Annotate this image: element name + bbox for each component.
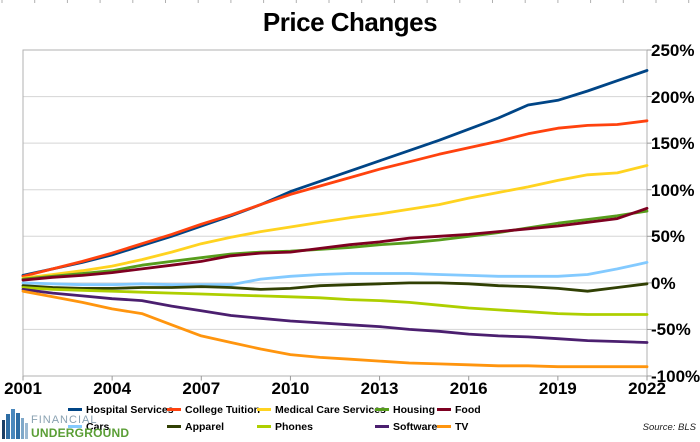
legend-item-hospital-services: Hospital Services	[68, 402, 174, 417]
logo-underground-text: UNDERGROUND	[31, 426, 130, 440]
legend-swatch	[437, 425, 451, 428]
x-tick-label: 2007	[182, 379, 221, 398]
legend-label: Software	[393, 420, 438, 433]
series-line-cars	[21, 260, 649, 287]
series-line-tv	[21, 289, 649, 369]
source-note: Source: BLS	[642, 422, 696, 433]
x-tick-label: 2022	[628, 379, 666, 398]
legend-label: TV	[455, 420, 469, 433]
legend-item-cars: Cars	[68, 419, 109, 434]
chart-title: Price Changes	[262, 7, 438, 37]
series-line-housing	[21, 209, 649, 281]
y-tick-label: -50%	[651, 320, 691, 340]
y-tick-label: 50%	[651, 227, 686, 247]
city-bars-icon	[2, 409, 28, 439]
legend-swatch	[375, 408, 389, 411]
y-tick-label: 250%	[651, 41, 695, 60]
legend-item-medical-care-services: Medical Care Services	[257, 402, 386, 417]
legend-label: College Tuition	[185, 403, 261, 416]
legend-swatch	[167, 408, 181, 411]
legend-swatch	[167, 425, 181, 428]
legend-item-software: Software	[375, 419, 437, 434]
legend-label: Food	[455, 403, 481, 416]
y-tick-label: 100%	[651, 180, 695, 200]
financial-underground-logo: FINANCIAL UNDERGROUND	[2, 406, 129, 439]
legend-label: Hospital Services	[86, 403, 174, 416]
x-tick-label: 2016	[449, 379, 488, 398]
x-tick-label: 2019	[538, 379, 577, 398]
series-line-college-tuition	[21, 119, 649, 278]
legend-item-housing: Housing	[375, 402, 435, 417]
legend-swatch	[68, 408, 82, 411]
legend-label: Cars	[86, 420, 110, 433]
legend-label: Housing	[393, 403, 435, 416]
legend-label: Phones	[275, 420, 313, 433]
logo-financial-text: FINANCIAL	[31, 414, 98, 426]
y-tick-label: 150%	[651, 134, 695, 154]
x-tick-label: 2004	[93, 379, 132, 398]
y-tick-label: 200%	[651, 87, 695, 107]
x-tick-label: 2001	[4, 379, 42, 398]
y-tick-label: 0%	[651, 273, 676, 293]
series-line-apparel	[21, 281, 649, 293]
legend-swatch	[68, 425, 82, 428]
y-tick-label: -100%	[651, 367, 700, 386]
legend-label: Apparel	[185, 420, 225, 433]
plot-border	[22, 49, 648, 377]
legend-item-phones: Phones	[257, 419, 313, 434]
legend-swatch	[257, 425, 271, 428]
legend-swatch	[257, 408, 271, 411]
series-line-hospital-services	[21, 69, 649, 277]
legend-item-college-tuition: College Tuition	[167, 402, 260, 417]
legend-swatch	[437, 408, 451, 411]
series-line-software	[21, 287, 649, 344]
x-tick-label: 2013	[360, 379, 399, 398]
series-line-food	[21, 206, 649, 282]
legend-label: Medical Care Services	[275, 403, 386, 416]
x-tick-label: 2010	[271, 379, 310, 398]
series-line-phones	[21, 286, 649, 316]
legend-item-food: Food	[437, 402, 481, 417]
legend-item-tv: TV	[437, 419, 468, 434]
series-line-medical-care-services	[21, 164, 649, 280]
legend-item-apparel: Apparel	[167, 419, 224, 434]
legend-swatch	[375, 425, 389, 428]
